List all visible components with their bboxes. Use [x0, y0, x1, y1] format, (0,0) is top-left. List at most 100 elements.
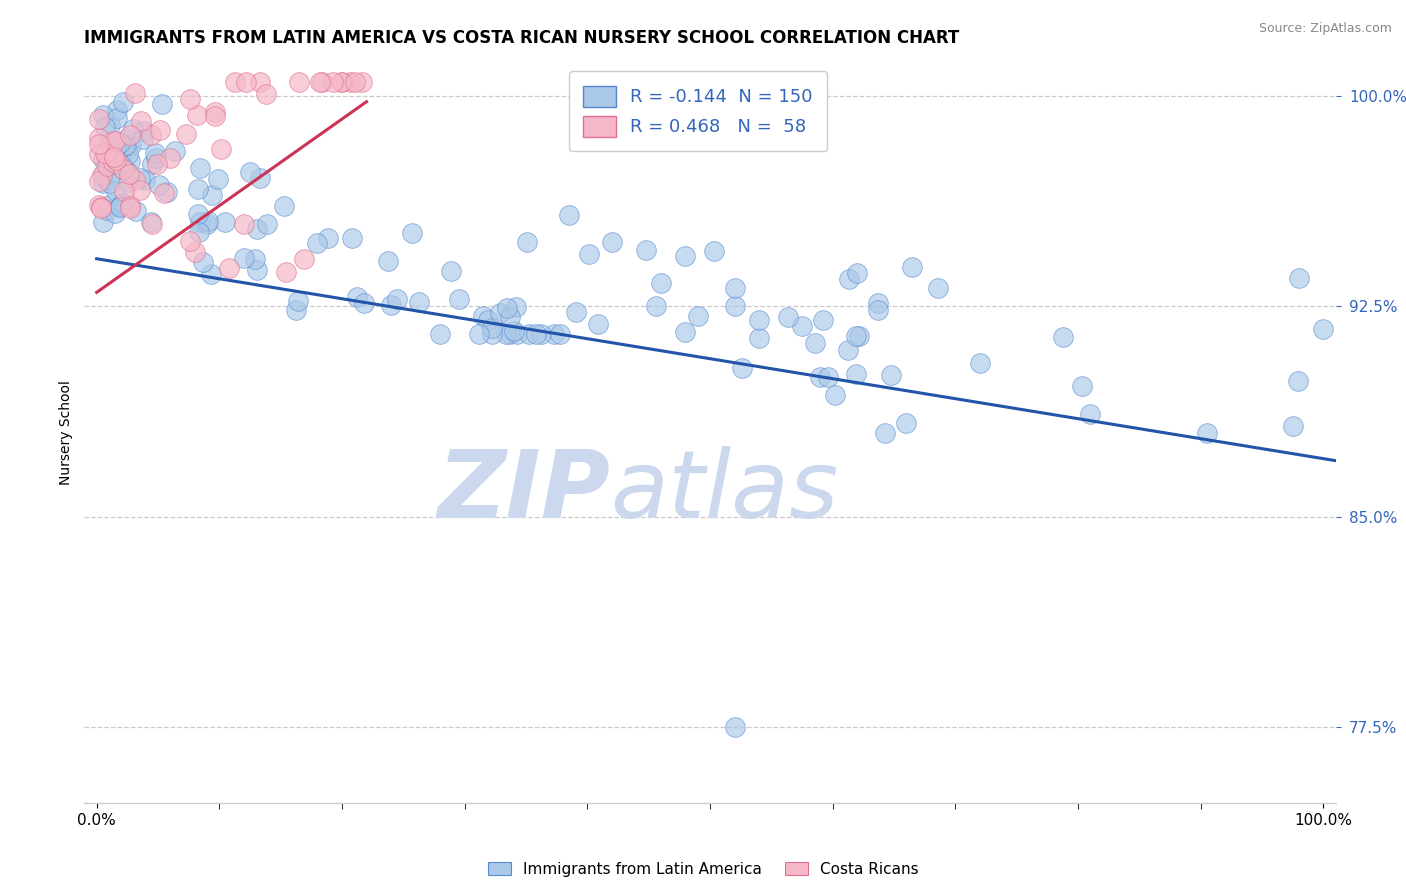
- Point: [131, 132, 153, 146]
- Point: [516, 235, 538, 250]
- Point: [804, 336, 827, 351]
- Point: [141, 157, 163, 171]
- Point: [148, 178, 170, 192]
- Point: [866, 302, 889, 317]
- Point: [131, 113, 153, 128]
- Point: [530, 327, 553, 342]
- Point: [868, 296, 890, 310]
- Point: [128, 170, 150, 185]
- Point: [340, 231, 363, 245]
- Point: [146, 157, 169, 171]
- Point: [91, 168, 114, 182]
- Point: [204, 104, 226, 119]
- Point: [179, 93, 201, 107]
- Point: [200, 188, 222, 202]
- Point: [305, 235, 328, 250]
- Point: [141, 217, 163, 231]
- Point: [94, 151, 117, 165]
- Point: [150, 97, 173, 112]
- Point: [98, 118, 121, 132]
- Point: [288, 75, 311, 89]
- Point: [498, 310, 520, 325]
- Point: [254, 87, 277, 101]
- Point: [200, 267, 222, 281]
- Point: [91, 152, 114, 166]
- Point: [90, 201, 112, 215]
- Point: [578, 247, 600, 261]
- Point: [249, 75, 271, 89]
- Point: [163, 144, 186, 158]
- Point: [449, 292, 471, 306]
- Text: IMMIGRANTS FROM LATIN AMERICA VS COSTA RICAN NURSERY SCHOOL CORRELATION CHART: IMMIGRANTS FROM LATIN AMERICA VS COSTA R…: [84, 29, 960, 47]
- Point: [686, 310, 709, 324]
- Point: [557, 209, 579, 223]
- Point: [118, 168, 141, 182]
- Point: [111, 196, 134, 211]
- Point: [846, 266, 869, 280]
- Point: [644, 299, 666, 313]
- Point: [187, 225, 209, 239]
- Point: [89, 112, 111, 126]
- Point: [155, 185, 177, 199]
- Point: [969, 355, 991, 369]
- Point: [224, 75, 246, 89]
- Point: [87, 174, 110, 188]
- Point: [440, 264, 463, 278]
- Point: [118, 128, 141, 143]
- Point: [723, 720, 745, 734]
- Point: [115, 162, 138, 177]
- Point: [309, 75, 332, 89]
- Point: [316, 231, 339, 245]
- Point: [477, 313, 499, 327]
- Point: [125, 203, 148, 218]
- Point: [111, 198, 134, 212]
- Point: [429, 327, 451, 342]
- Point: [901, 260, 924, 274]
- Point: [115, 132, 138, 146]
- Point: [188, 215, 211, 229]
- Point: [505, 300, 527, 314]
- Point: [813, 313, 835, 327]
- Point: [124, 172, 146, 186]
- Point: [110, 199, 132, 213]
- Point: [108, 136, 131, 150]
- Point: [519, 327, 541, 342]
- Point: [273, 199, 295, 213]
- Point: [111, 161, 134, 176]
- Point: [141, 215, 163, 229]
- Point: [880, 368, 903, 382]
- Point: [187, 182, 209, 196]
- Point: [118, 201, 141, 215]
- Point: [894, 416, 917, 430]
- Point: [188, 161, 211, 175]
- Point: [143, 146, 166, 161]
- Point: [748, 313, 770, 327]
- Point: [1197, 425, 1219, 440]
- Point: [481, 327, 503, 342]
- Point: [132, 124, 155, 138]
- Point: [346, 290, 368, 304]
- Point: [778, 310, 800, 324]
- Point: [385, 292, 408, 306]
- Point: [122, 121, 145, 136]
- Point: [292, 252, 315, 266]
- Point: [108, 200, 131, 214]
- Point: [89, 131, 111, 145]
- Point: [90, 200, 112, 214]
- Point: [634, 244, 657, 258]
- Point: [134, 172, 156, 186]
- Point: [748, 331, 770, 345]
- Point: [506, 327, 529, 342]
- Point: [120, 138, 142, 153]
- Point: [284, 302, 307, 317]
- Point: [731, 361, 754, 376]
- Point: [790, 319, 813, 334]
- Point: [186, 108, 208, 122]
- Point: [481, 321, 503, 335]
- Point: [105, 184, 128, 198]
- Point: [330, 75, 353, 89]
- Point: [101, 155, 124, 169]
- Point: [838, 271, 860, 285]
- Point: [1052, 329, 1074, 343]
- Point: [274, 265, 297, 279]
